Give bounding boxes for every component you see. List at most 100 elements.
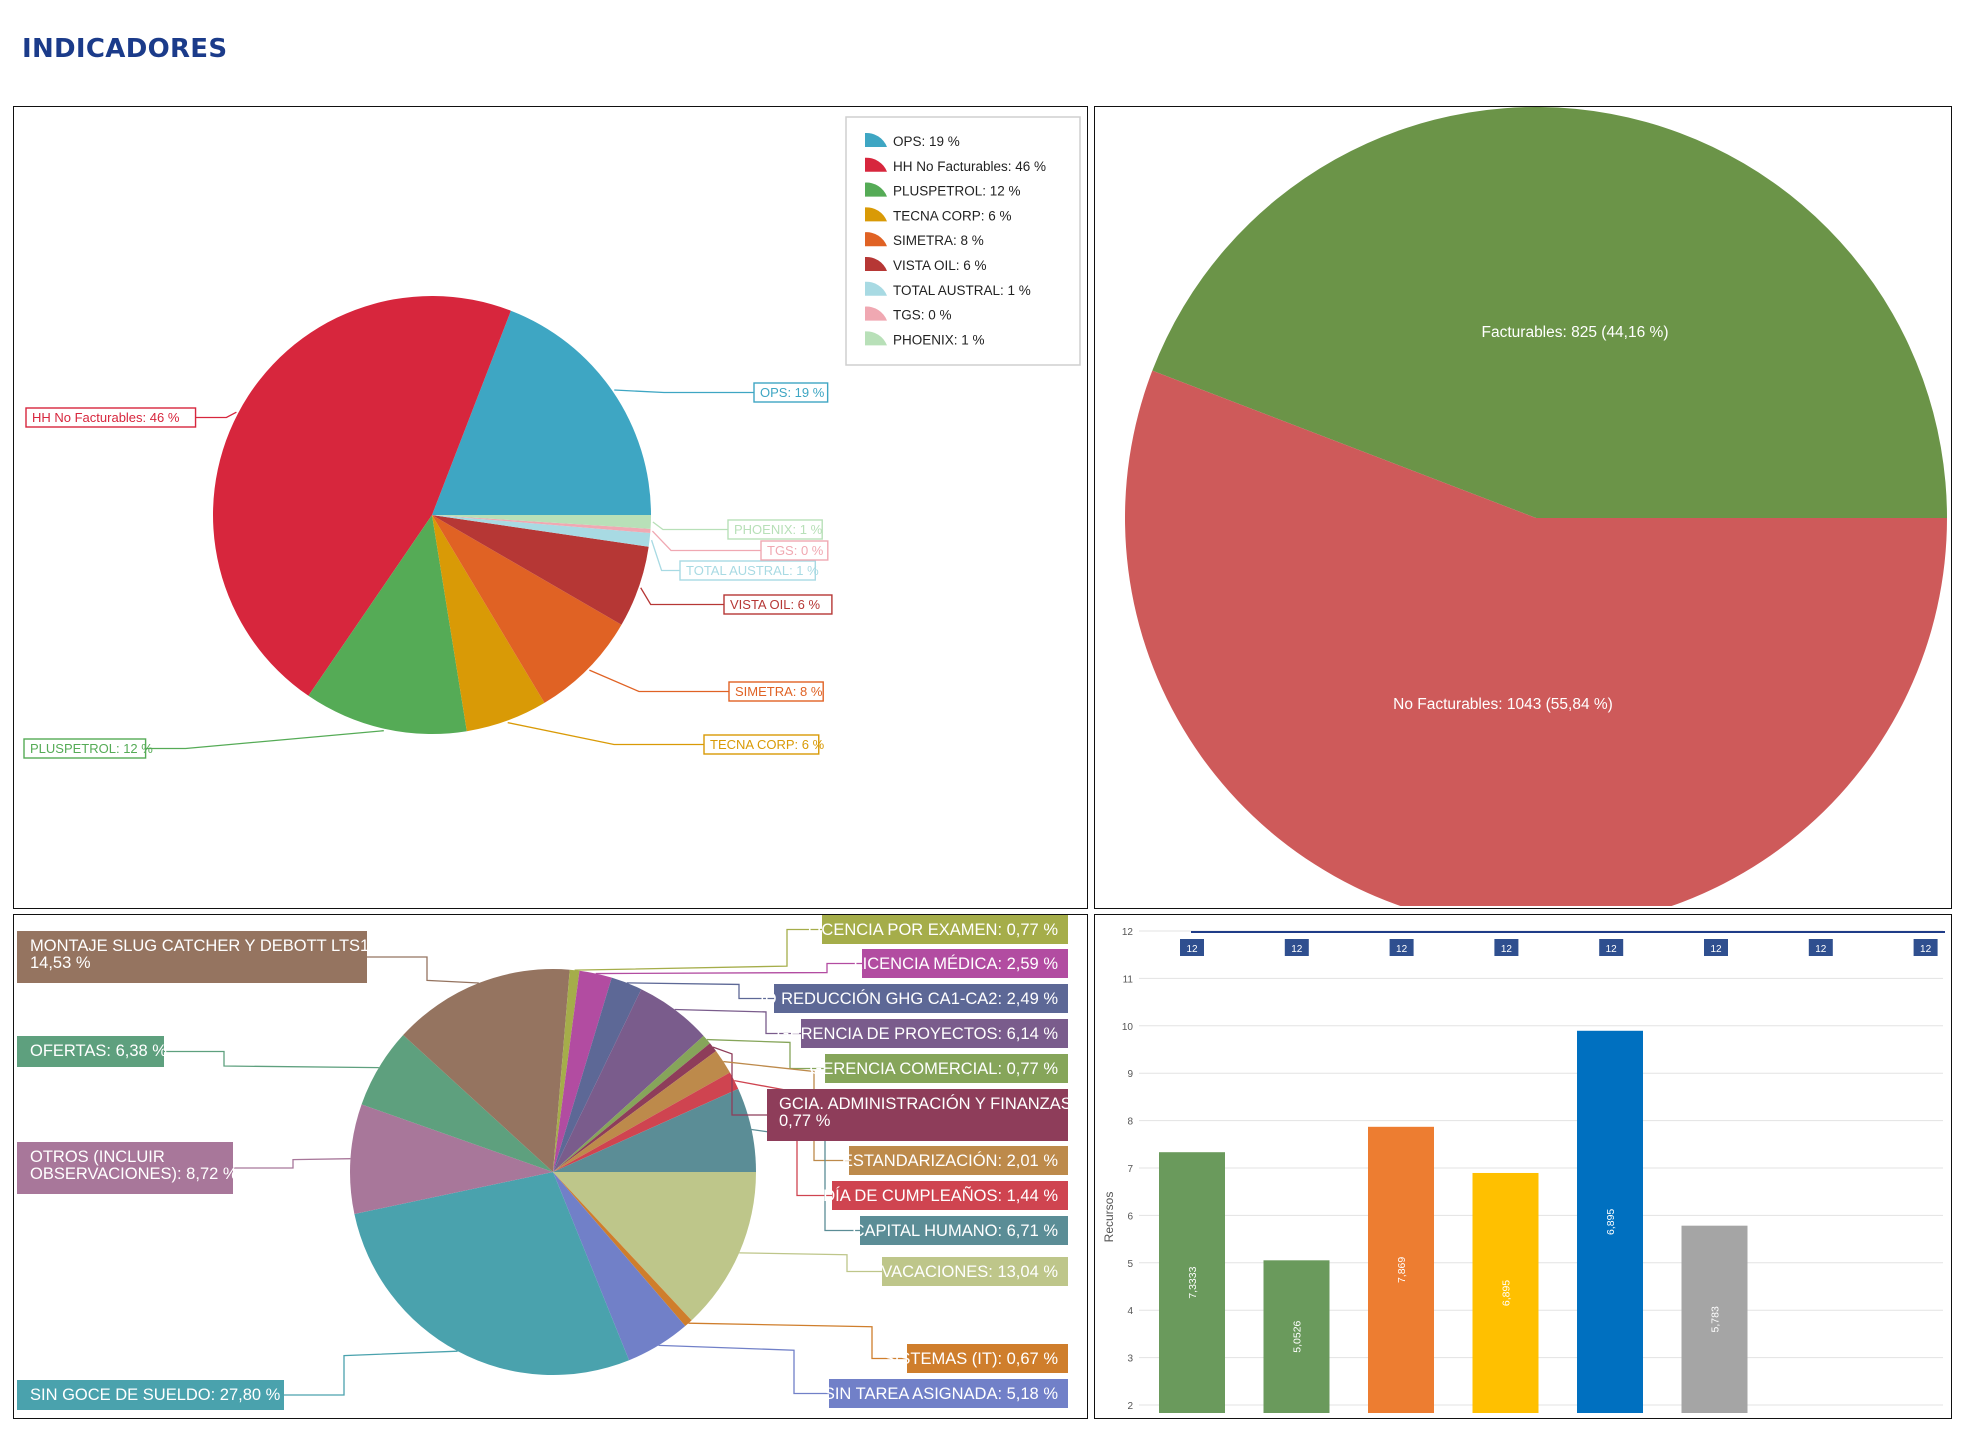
activities-slice-licencia-por-examen-0-77[interactable]: [553, 969, 580, 1172]
activities-slice-estandarizacion-2-01[interactable]: [553, 1051, 730, 1172]
clients-slice-tgs[interactable]: [432, 515, 651, 533]
legend-item-pluspetrol[interactable]: PLUSPETROL: 12 %: [893, 184, 1021, 199]
target-marker-label: 12: [1396, 944, 1408, 955]
bar-3[interactable]: [1368, 1126, 1434, 1413]
billing-data-label-facturables: Facturables: 825 (44,16 %): [1482, 324, 1669, 341]
activities-slice-vacaciones-13-04[interactable]: [553, 1172, 756, 1321]
activities-slice-licencia-medica-2-59[interactable]: [553, 970, 612, 1172]
activities-data-label-gerencia-de-proyectos: GERENCIA DE PROYECTOS: 6,14 %: [777, 1025, 1059, 1043]
legend-item-simetra[interactable]: SIMETRA: 8 %: [893, 233, 984, 248]
legend-swatch-pluspetrol: [865, 182, 887, 197]
activities-pie-chart-panel: VACACIONES: 13,04 % SISTEMAS (IT): 0,67 %…: [13, 914, 1088, 1419]
clients-data-label-pluspetrol: PLUSPETROL: 12 %: [30, 741, 153, 756]
bar-4[interactable]: [1472, 1172, 1539, 1413]
activities-leader-line: [739, 1252, 882, 1273]
y-tick-label: 3: [1127, 1354, 1133, 1365]
activities-slice-ofertas-6-38[interactable]: [361, 1035, 553, 1172]
clients-leader-line: [195, 411, 237, 419]
billing-slice-no-facturables[interactable]: [1125, 370, 1947, 906]
bar-value-label-4: 6,895: [1501, 1280, 1513, 1306]
activities-leader-line: [284, 1350, 458, 1396]
y-tick-label: 7: [1127, 1164, 1133, 1175]
clients-slice-pluspetrol[interactable]: [308, 515, 467, 734]
clients-leader-line: [652, 521, 728, 531]
clients-slice-total-austral[interactable]: [432, 515, 651, 547]
legend-swatch-ops: [865, 132, 887, 147]
legend-item-vista-oil[interactable]: VISTA OIL: 6 %: [893, 258, 987, 273]
activities-label-box: [862, 949, 1068, 978]
legend-item-tgs[interactable]: TGS: 0 %: [893, 308, 952, 323]
activities-slice-gerencia-comercial-0-77[interactable]: [553, 1035, 710, 1172]
y-tick-label: 9: [1127, 1069, 1133, 1080]
activities-slice-sin-tarea-asignada-5-18[interactable]: [553, 1172, 686, 1361]
billing-slice-facturables[interactable]: [1152, 107, 1947, 518]
resources-bar-chart: 2 3 4 5 6 7 8 9 10 11 12 7,3333 5,0526 7,869 6,895 6,89…: [1102, 927, 1945, 1413]
legend-item-tecna-corp[interactable]: TECNA CORP: 6 %: [893, 208, 1012, 223]
legend-swatch-total-austral: [865, 281, 887, 296]
legend-item-total-austral[interactable]: TOTAL AUSTRAL: 1 %: [893, 283, 1031, 298]
activities-slice-sistemas-it-0-67[interactable]: [553, 1172, 692, 1327]
activities-slice-gerencia-de-proyectos-6-14[interactable]: [553, 989, 704, 1172]
legend-swatch-simetra: [865, 232, 887, 247]
bar-value-label-6: 5,783: [1710, 1306, 1722, 1332]
bar-value-label-3: 7,869: [1396, 1257, 1408, 1283]
activities-slice-otros-incluir-observaciones-8-72[interactable]: [350, 1104, 553, 1214]
clients-pie-chart: OPS: 19 % HH No Facturables: 46 % PLUSPETR…: [23, 116, 1081, 759]
activities-data-label-gcia-administracion-y-finanzas: GCIA. ADMINISTRACIÓN Y FINANZAS: 0,77 %: [779, 1094, 1076, 1130]
activities-data-label-licencia-medica: LICENCIA MÉDICA: 2,59 %: [854, 954, 1059, 973]
target-marker: [1808, 939, 1833, 956]
activities-label-box: [17, 931, 367, 983]
activities-label-box: [829, 1379, 1068, 1408]
activities-label-box: [17, 1380, 284, 1410]
legend-swatch-tgs: [865, 306, 887, 321]
y-axis-label: Recursos: [1102, 1192, 1116, 1243]
y-tick-label: 10: [1122, 1022, 1134, 1033]
activities-label-box: [17, 1142, 233, 1194]
activities-data-label-licencia-por-examen: LICENCIA POR EXAMEN: 0,77 %: [808, 921, 1059, 939]
clients-slice-hh-no-facturables[interactable]: [213, 296, 511, 696]
clients-slice-tecna-corp[interactable]: [432, 515, 545, 732]
clients-slice-simetra[interactable]: [432, 515, 622, 703]
bar-2[interactable]: [1263, 1260, 1330, 1413]
target-marker-label: 12: [1501, 944, 1513, 955]
bar-6[interactable]: [1681, 1225, 1748, 1413]
activities-leader-line: [751, 1128, 860, 1232]
bar-1[interactable]: [1159, 1152, 1225, 1413]
activities-leader-line: [367, 956, 479, 984]
legend-swatch-hh-no-facturables: [865, 157, 887, 172]
target-marker: [1389, 939, 1414, 956]
bar-5[interactable]: [1577, 1030, 1643, 1413]
activities-label-box: [822, 915, 1068, 944]
target-marker-label: 12: [1920, 944, 1932, 955]
activities-label-box: [767, 1089, 1068, 1141]
activities-slice-sin-goce-de-sueldo-27-80[interactable]: [354, 1172, 630, 1375]
activities-slice-id-reduccion-ghg-ca1-ca2-2-49[interactable]: [553, 977, 642, 1172]
activities-leader-line: [734, 1080, 832, 1197]
legend-item-phoenix[interactable]: PHOENIX: 1 %: [893, 332, 985, 347]
activities-slice-dia-de-cumpleanos-1-44[interactable]: [553, 1072, 739, 1172]
activities-slice-capital-humano-6-71[interactable]: [553, 1088, 756, 1172]
clients-label-box: [23, 738, 147, 759]
activities-leader-line: [574, 928, 822, 971]
activities-data-label-sin-goce-de-sueldo: SIN GOCE DE SUELDO: 27,80 %: [30, 1386, 281, 1404]
legend-item-ops[interactable]: OPS: 19 %: [893, 134, 960, 149]
legend-item-hh-no-facturables[interactable]: HH No Facturables: 46 %: [893, 159, 1046, 174]
clients-chart-legend: OPS: 19 % HH No Facturables: 46 % PLUSPETR…: [845, 116, 1081, 366]
activities-slice-gcia-administracion-y-finanzas-0-77[interactable]: [553, 1043, 717, 1172]
activities-label-box: [774, 984, 1068, 1013]
activities-label-box: [801, 1019, 1068, 1048]
clients-slice-ops[interactable]: [432, 310, 651, 515]
clients-leader-line: [589, 669, 729, 693]
clients-leader-line: [145, 730, 384, 750]
activities-label-box: [907, 1344, 1068, 1373]
clients-slice-phoenix[interactable]: [432, 515, 651, 529]
clients-pie-chart-panel: OPS: 19 % HH No Facturables: 46 % PLUSPETR…: [13, 106, 1088, 909]
target-marker-label: 12: [1291, 944, 1303, 955]
activities-slice-montaje-slug-catcher-y-debott-lts1-2-lll-14-53[interactable]: [403, 969, 570, 1172]
clients-slice-vista-oil[interactable]: [432, 515, 649, 625]
y-tick-label: 12: [1122, 927, 1134, 938]
billing-pie-chart-panel: Facturables: 825 (44,16 %) No Facturables…: [1094, 106, 1952, 909]
bar-value-label-2: 5,0526: [1292, 1320, 1304, 1352]
clients-data-label-total-austral: TOTAL AUSTRAL: 1 %: [686, 563, 819, 578]
clients-data-label-ops: OPS: 19 %: [760, 385, 825, 400]
